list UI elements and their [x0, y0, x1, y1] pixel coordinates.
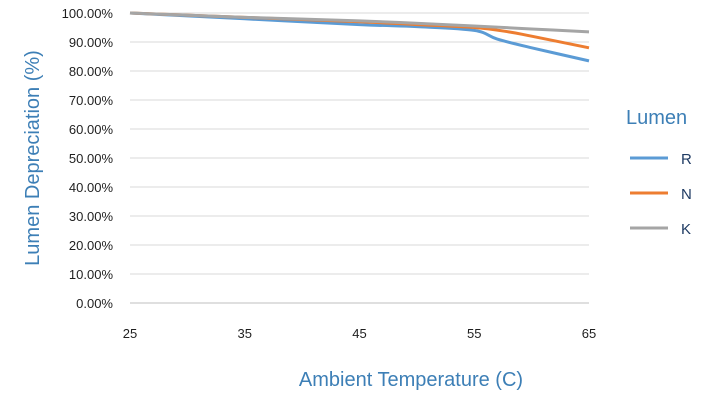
y-tick-label: 80.00% — [69, 64, 114, 79]
y-axis-ticks: 0.00% 10.00% 20.00% 30.00% 40.00% 50.00% 60.00… — [62, 6, 114, 311]
y-axis-label: Lumen Depreciation (%) — [22, 50, 44, 266]
y-tick-label: 30.00% — [69, 209, 114, 224]
y-tick-label: 20.00% — [69, 238, 114, 253]
x-tick-label: 65 — [582, 326, 596, 341]
legend: Lumen R N K — [626, 107, 692, 238]
series-line-k — [129, 11, 590, 34]
legend-label-n: N — [681, 186, 692, 203]
y-tick-label: 40.00% — [69, 180, 114, 195]
y-tick-label: 70.00% — [69, 93, 114, 108]
y-tick-label: 10.00% — [69, 267, 114, 282]
x-axis-ticks: 25 35 45 55 65 — [123, 326, 596, 341]
legend-title: Lumen — [626, 107, 687, 129]
legend-label-k: K — [681, 221, 691, 238]
x-tick-label: 35 — [238, 326, 252, 341]
series-lines — [129, 11, 590, 63]
x-tick-label: 25 — [123, 326, 137, 341]
y-tick-label: 90.00% — [69, 35, 114, 50]
y-tick-label: 60.00% — [69, 122, 114, 137]
x-tick-label: 55 — [467, 326, 481, 341]
y-tick-label: 50.00% — [69, 151, 114, 166]
legend-label-r: R — [681, 151, 692, 168]
x-axis-label: Ambient Temperature (C) — [299, 369, 523, 391]
gridlines — [130, 12, 589, 275]
series-line-n — [129, 11, 590, 50]
x-tick-label: 45 — [352, 326, 366, 341]
y-tick-label: 100.00% — [62, 6, 114, 21]
y-tick-label: 0.00% — [76, 296, 113, 311]
